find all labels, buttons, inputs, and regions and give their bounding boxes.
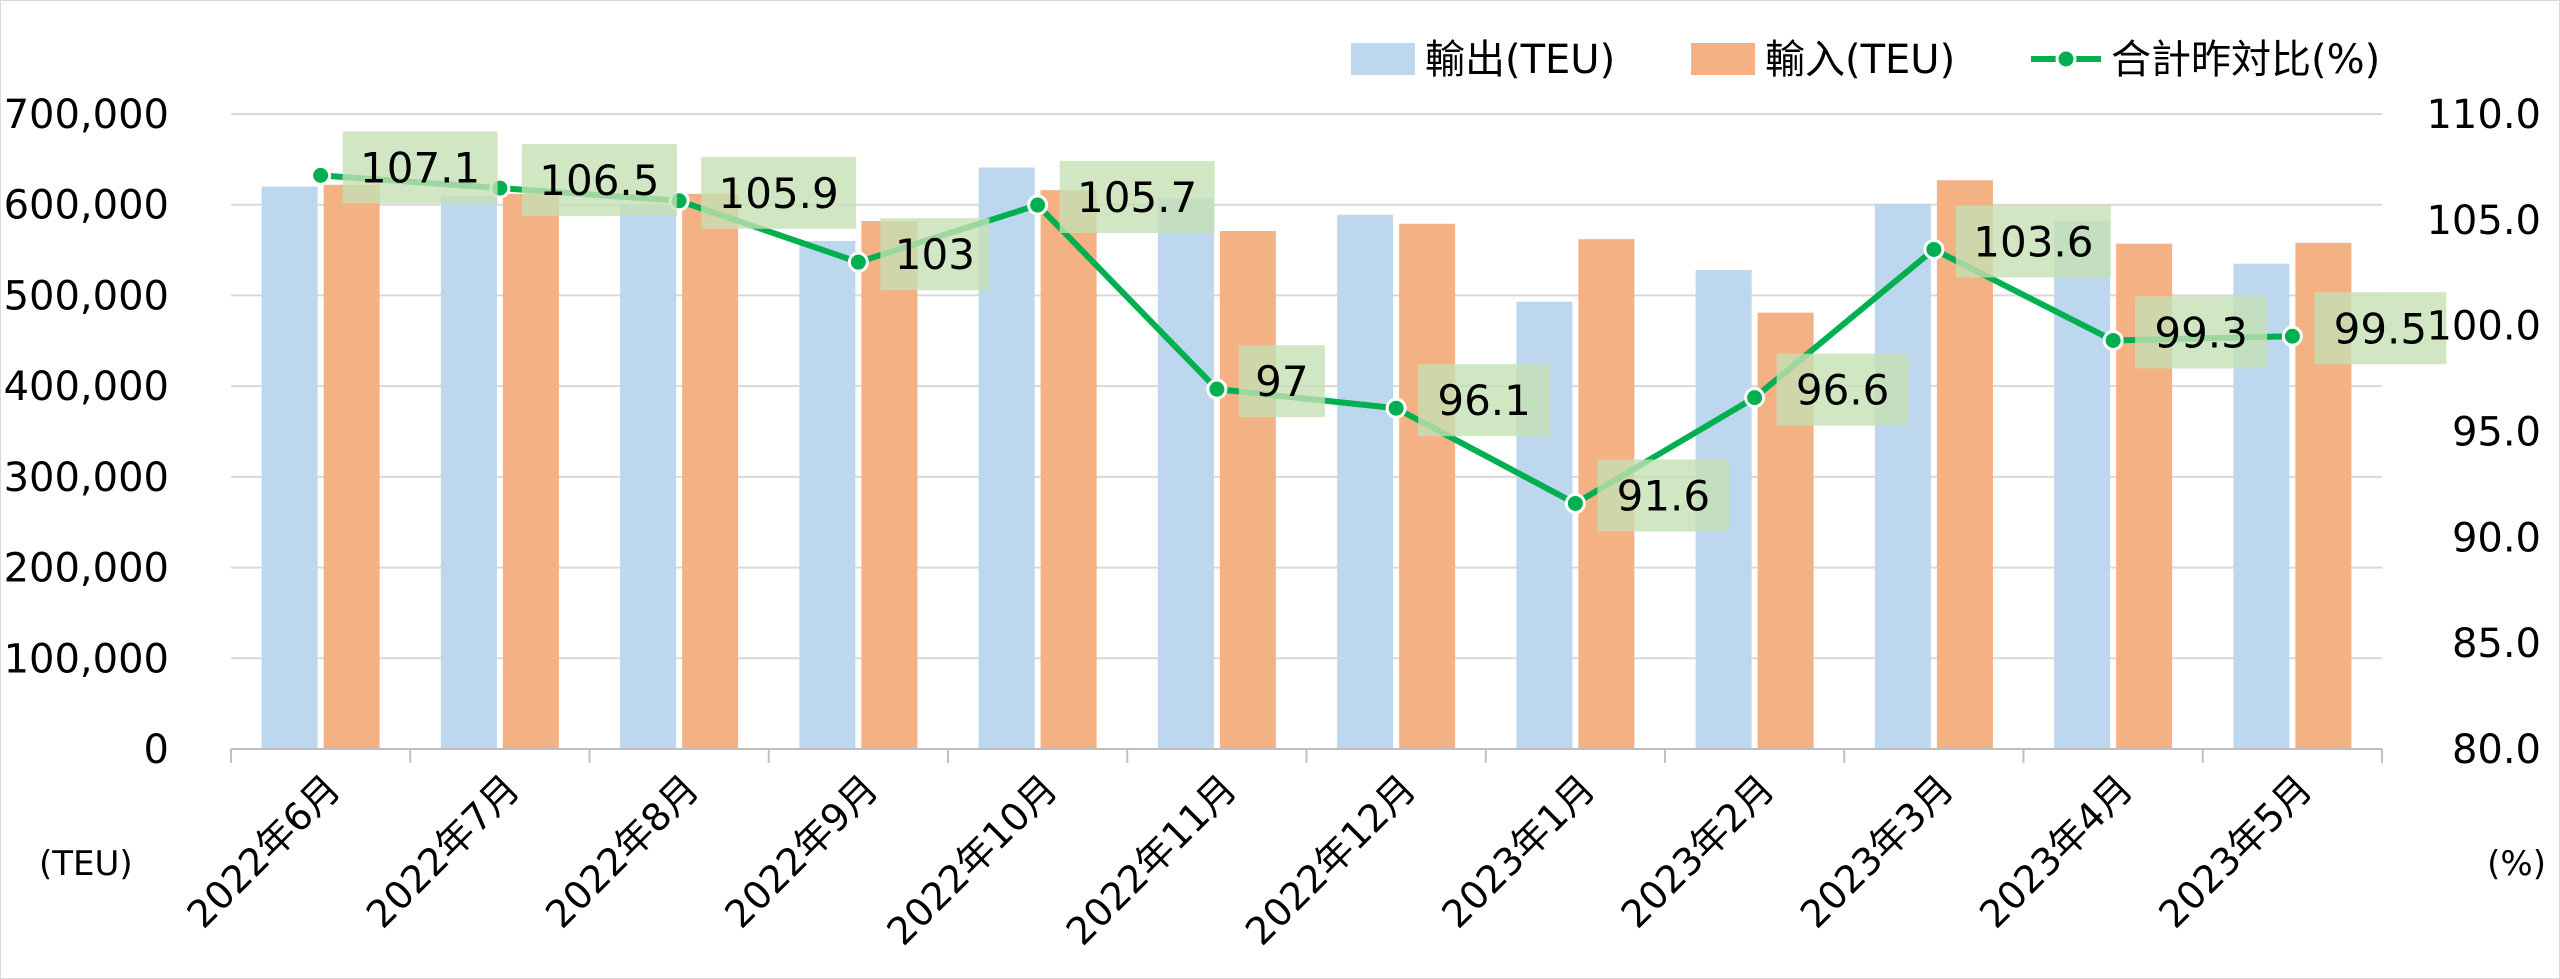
data-label: 99.5 [2334,304,2428,353]
legend-label: 輸出(TEU) [1425,37,1615,83]
data-label-box [2314,292,2447,365]
data-label: 105.9 [719,169,839,218]
legend-swatch-import [1691,43,1755,75]
y-right-tick-label: 90.0 [2452,515,2541,561]
x-category-label: 2023年1月 [1433,766,1603,936]
data-label: 91.6 [1617,471,1711,520]
data-label-box [701,156,857,229]
export-bar [1337,214,1394,749]
data-label-box [342,131,498,204]
data-label: 96.1 [1437,376,1531,425]
import-bar [861,221,918,750]
data-label: 97 [1255,357,1308,406]
x-category-label: 2022年11月 [1058,766,1245,953]
yoy-point [1923,238,1945,260]
y-left-tick-label: 600,000 [4,183,169,229]
yoy-point [1206,378,1228,400]
y-left-tick-label: 0 [144,727,169,773]
import-bar [1219,231,1276,749]
data-label: 103.6 [1973,217,2093,266]
y-right-unit-label: (%) [2487,844,2546,884]
x-category-label: 2022年10月 [879,766,1066,953]
data-label: 105.7 [1077,173,1197,222]
export-bar [1874,203,1931,750]
y-left-tick-label: 700,000 [4,92,169,138]
legend-label: 合計昨対比(%) [2111,37,2380,83]
y-right-tick-label: 100.0 [2426,304,2541,350]
x-category-label: 2023年4月 [1971,766,2141,936]
data-labels: 107.1 106.5 105.9 103 105.7 97 96.1 91.6 96.6 103… [342,131,2447,532]
import-bar [1040,190,1097,749]
data-label: 106.5 [539,156,659,205]
x-category-label: 2022年6月 [179,766,349,936]
y-left-tick-label: 100,000 [4,636,169,682]
import-bar [323,184,380,749]
y-left-unit-label: (TEU) [39,844,133,884]
yoy-point [1385,397,1407,419]
y-left-tick-label: 400,000 [4,364,169,410]
data-label: 103 [895,230,975,279]
x-category-label: 2023年2月 [1613,766,1783,936]
yoy-point [1744,387,1766,409]
export-bar [799,241,856,749]
legend-label: 輸入(TEU) [1765,37,1955,83]
y-left-tick-label: 500,000 [4,273,169,319]
y-right-tick-label: 80.0 [2452,727,2541,773]
y-right-tick-label: 110.0 [2426,92,2541,138]
y-left-tick-label: 200,000 [4,546,169,592]
export-bar [1157,198,1214,750]
export-bar [2054,221,2111,750]
y-right-tick-label: 105.0 [2426,198,2541,244]
data-label: 96.6 [1796,366,1890,415]
import-bar [1399,223,1456,749]
yoy-point [2102,329,2124,351]
data-label-box [2135,296,2268,369]
x-category-label: 2022年8月 [537,766,707,936]
data-label-box [1238,345,1325,418]
y-left-tick-label: 300,000 [4,455,169,501]
data-label-box [880,218,990,291]
import-bar [502,193,559,750]
y-right-tick-label: 85.0 [2452,621,2541,667]
data-label-box [1776,353,1909,426]
data-label-box [521,144,677,217]
bar-series [261,167,2352,750]
data-label: 107.1 [360,143,480,192]
export-bar [620,204,677,749]
legend: 輸出(TEU) 輸入(TEU) 合計昨対比(%) [1351,37,2380,83]
data-label-box [1418,364,1551,437]
yoy-point [1564,492,1586,514]
x-category-label: 2023年3月 [1792,766,1962,936]
export-bar [261,186,318,750]
x-category-label: 2022年12月 [1237,766,1424,953]
yoy-point [847,251,869,273]
x-category-label: 2022年7月 [358,766,528,936]
data-label-box [1597,459,1730,532]
yoy-point [1027,194,1049,216]
data-label: 99.3 [2154,308,2248,357]
data-label-box [1059,161,1215,234]
export-bar [440,195,497,750]
y-right-tick-label: 95.0 [2452,410,2541,456]
legend-swatch-yoy-point [2055,48,2077,70]
yoy-point [310,164,332,186]
data-label-box [1955,205,2111,278]
x-category-label: 2023年5月 [2150,766,2320,936]
x-category-label: 2022年9月 [716,766,886,936]
legend-swatch-export [1351,43,1415,75]
import-bar [682,193,739,750]
yoy-point [2281,325,2303,347]
